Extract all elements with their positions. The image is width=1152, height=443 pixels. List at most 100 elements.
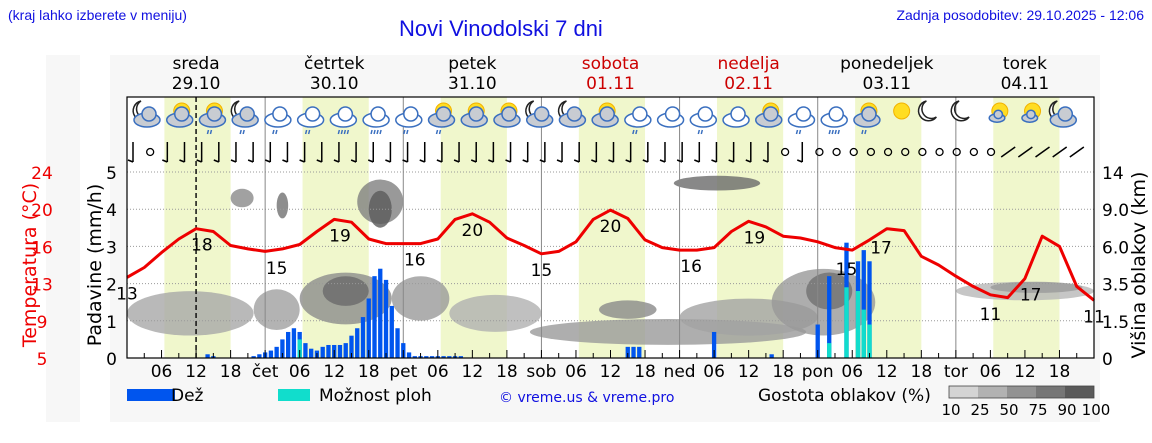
wind-barb-icon	[1035, 146, 1050, 158]
temperature-label: 15	[531, 261, 553, 281]
credit-link[interactable]: © vreme.us & vreme.pro	[499, 390, 674, 406]
last-updated: Zadnja posodobitev: 29.10.2025 - 12:06	[896, 7, 1144, 23]
x-tick-label: 12	[1014, 362, 1036, 382]
sun-cloud-icon	[755, 102, 783, 128]
rain-bar	[867, 261, 872, 358]
cloud-height-axis-label: Višina oblakov (km)	[1128, 172, 1150, 359]
wind-calm-icon	[901, 147, 910, 157]
cloud-height-tick: 6.0	[1102, 238, 1129, 258]
cloud-height-tick: 1.5	[1102, 313, 1129, 333]
wind-barb-icon	[1017, 146, 1033, 158]
rain-bar	[309, 348, 314, 358]
rain-bar	[372, 276, 377, 358]
showers-legend-swatch	[278, 389, 310, 401]
night-cloud-icon	[525, 100, 554, 128]
location-hint[interactable]: (kraj lahko izberete v meniju)	[8, 7, 187, 23]
wind-calm-icon	[969, 147, 979, 157]
x-tick-label: 18	[220, 362, 242, 382]
rain-bar	[424, 356, 429, 358]
rain-bar	[378, 268, 383, 358]
day-name: sobota	[582, 54, 640, 74]
wind-calm-icon	[952, 147, 961, 157]
rain-bar	[320, 346, 325, 358]
day-name: petek	[448, 54, 496, 74]
day-name: sreda	[173, 54, 220, 74]
day-name: ponedeljek	[840, 54, 934, 74]
rain-bar	[458, 356, 464, 358]
day-name: torek	[1003, 54, 1047, 74]
cloud-density-label: Gostota oblakov (%)	[758, 386, 931, 406]
rain-bar	[815, 324, 820, 358]
rain-bar	[861, 250, 866, 358]
day-date: 01.11	[586, 74, 635, 94]
day-date: 30.10	[310, 74, 359, 94]
wind-calm-icon	[883, 147, 893, 157]
shower-bar	[861, 309, 866, 358]
rain-bar	[205, 354, 210, 358]
wind-calm-icon	[866, 147, 876, 157]
rain-bar	[355, 328, 360, 358]
rain-bar	[429, 356, 435, 358]
cloud-blob	[368, 190, 392, 228]
cloud-density-tick: 75	[1028, 401, 1047, 419]
precip-tick: 1	[106, 313, 117, 333]
chart-title: Novi Vinodolski 7 dni	[399, 16, 603, 41]
temperature-label: 16	[680, 257, 702, 277]
rain-bar	[360, 317, 366, 358]
cloud-blob	[276, 192, 289, 219]
x-tick-label: pon	[802, 362, 834, 382]
rain-bar	[827, 276, 832, 358]
sun-cloud-icon	[591, 102, 619, 128]
precip-tick: 5	[106, 164, 117, 184]
day-name: četrtek	[304, 54, 365, 74]
shower-bar	[297, 339, 302, 358]
sun-icon	[893, 102, 911, 120]
cloud-density-tick: 50	[999, 401, 1018, 419]
rain-bar	[412, 356, 417, 358]
wind-barb-icon	[1052, 146, 1068, 158]
rain-bar	[326, 344, 331, 358]
x-tick-label: 06	[703, 362, 725, 382]
shower-bar	[827, 343, 832, 358]
cloud-blob	[391, 276, 450, 321]
cloud-blob	[230, 188, 254, 208]
temperature-label: 15	[266, 259, 288, 279]
x-tick-label: 12	[600, 362, 622, 382]
legend: Dež Možnost ploh © vreme.us & vreme.pro Gos…	[127, 385, 1111, 419]
night-cloud-icon	[132, 100, 161, 128]
temperature-label: 18	[191, 236, 213, 256]
sun-cloud-drizzle-icon	[198, 102, 227, 135]
x-tick-label: sob	[526, 362, 556, 382]
sun-cloud-icon	[165, 102, 194, 128]
cloud-height-tick: 0	[1102, 350, 1113, 370]
cloud-density-swatch	[978, 386, 1007, 398]
rain-bar	[286, 331, 291, 358]
wind-barb-icon	[1000, 146, 1016, 158]
cloud-density-tick: 25	[970, 401, 989, 419]
cloud-drizzle-icon	[264, 106, 292, 135]
temperature-axis-label: Temperatura (°C)	[19, 183, 41, 348]
cloud-density-swatch	[1065, 386, 1094, 398]
rain-bar	[447, 356, 452, 358]
wind-calm-icon	[832, 147, 841, 157]
day-date: 31.10	[448, 74, 497, 94]
rain-bar	[349, 335, 354, 358]
cloud-density-swatch	[949, 386, 978, 398]
day-date: 03.11	[862, 74, 911, 94]
night-cloud-icon	[1048, 100, 1078, 128]
rain-bar	[406, 352, 412, 358]
rain-bar	[274, 346, 279, 358]
x-tick-label: 18	[772, 362, 794, 382]
cloud-blob	[673, 175, 761, 191]
x-tick-label: tor	[944, 362, 968, 382]
day-date: 29.10	[172, 74, 221, 94]
rain-bar	[257, 354, 262, 358]
cloud-icon	[656, 106, 685, 128]
sun-small-cloud-icon	[988, 102, 1009, 123]
cloud-density-tick: 100	[1082, 401, 1111, 419]
sun-cloud-icon	[460, 102, 488, 128]
temperature-curve	[126, 208, 1095, 302]
precipitation-bars	[205, 242, 872, 358]
cloud-drizzle-icon	[787, 106, 816, 135]
cloud-density-swatch	[1036, 386, 1065, 398]
